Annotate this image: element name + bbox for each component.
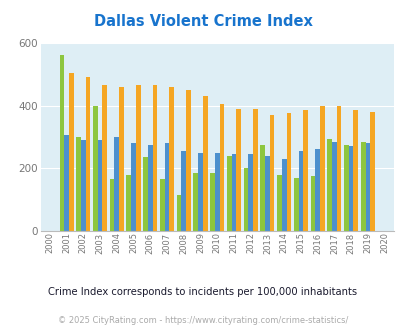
Bar	[219, 104, 224, 231]
Bar	[303, 110, 307, 231]
Bar	[260, 145, 264, 231]
Bar	[243, 168, 248, 231]
Bar	[315, 149, 319, 231]
Bar	[60, 55, 64, 231]
Text: Crime Index corresponds to incidents per 100,000 inhabitants: Crime Index corresponds to incidents per…	[48, 287, 357, 297]
Bar	[102, 85, 107, 231]
Bar	[236, 109, 241, 231]
Bar	[343, 145, 348, 231]
Bar	[64, 135, 69, 231]
Bar	[286, 114, 290, 231]
Bar	[198, 152, 202, 231]
Bar	[131, 143, 136, 231]
Bar	[119, 87, 124, 231]
Bar	[160, 179, 164, 231]
Bar	[210, 173, 214, 231]
Bar	[185, 90, 190, 231]
Bar	[231, 154, 236, 231]
Bar	[114, 137, 119, 231]
Bar	[348, 147, 353, 231]
Bar	[109, 179, 114, 231]
Bar	[143, 157, 147, 231]
Bar	[298, 151, 303, 231]
Text: Dallas Violent Crime Index: Dallas Violent Crime Index	[93, 14, 312, 29]
Bar	[336, 106, 341, 231]
Bar	[126, 175, 131, 231]
Bar	[202, 96, 207, 231]
Bar	[226, 156, 231, 231]
Bar	[76, 137, 81, 231]
Bar	[214, 153, 219, 231]
Bar	[85, 78, 90, 231]
Bar	[277, 175, 281, 231]
Bar	[98, 140, 102, 231]
Bar	[93, 106, 98, 231]
Bar	[181, 151, 185, 231]
Bar	[169, 87, 174, 231]
Bar	[269, 115, 274, 231]
Bar	[281, 159, 286, 231]
Bar	[176, 195, 181, 231]
Bar	[360, 142, 364, 231]
Bar	[69, 73, 73, 231]
Bar	[264, 156, 269, 231]
Bar	[364, 143, 369, 231]
Bar	[252, 109, 257, 231]
Bar	[331, 142, 336, 231]
Bar	[81, 140, 85, 231]
Text: © 2025 CityRating.com - https://www.cityrating.com/crime-statistics/: © 2025 CityRating.com - https://www.city…	[58, 316, 347, 325]
Bar	[248, 154, 252, 231]
Bar	[353, 110, 357, 231]
Bar	[147, 145, 152, 231]
Bar	[293, 178, 298, 231]
Bar	[326, 139, 331, 231]
Bar	[152, 85, 157, 231]
Bar	[310, 176, 315, 231]
Bar	[369, 112, 374, 231]
Bar	[164, 143, 169, 231]
Bar	[136, 85, 140, 231]
Bar	[193, 173, 198, 231]
Bar	[319, 106, 324, 231]
